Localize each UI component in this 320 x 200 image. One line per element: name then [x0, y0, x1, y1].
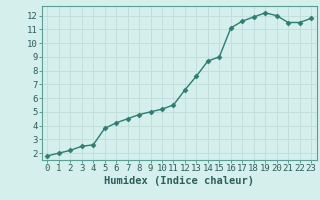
X-axis label: Humidex (Indice chaleur): Humidex (Indice chaleur)	[104, 176, 254, 186]
